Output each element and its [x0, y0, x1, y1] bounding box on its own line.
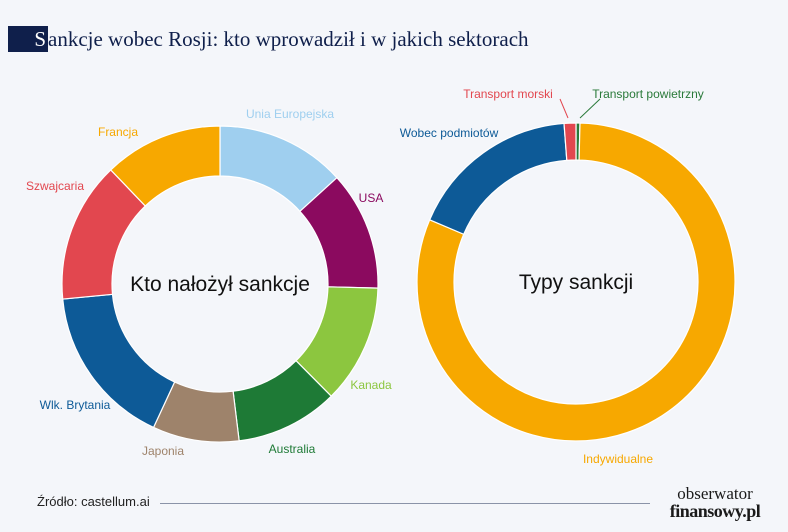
label-australia: Australia	[269, 442, 316, 456]
label-szwajcaria: Szwajcaria	[26, 179, 84, 193]
brand-logo: obserwator finansowy.pl	[655, 484, 775, 526]
label-francja: Francja	[98, 125, 138, 139]
slice-transport-morski	[563, 122, 577, 161]
label-usa: USA	[359, 191, 384, 205]
page-title: ankcje wobec Rosji: kto wprowadził i w j…	[48, 27, 529, 51]
chart-center-title: Kto nałożył sankcje	[130, 273, 310, 296]
label-unia-europejska: Unia Europejska	[246, 107, 334, 121]
footer-divider	[160, 503, 650, 504]
brand-line1: obserwator	[677, 484, 753, 503]
label-kanada: Kanada	[350, 378, 392, 392]
source-note: Źródło: castellum.ai	[37, 494, 150, 509]
label-wobec-podmiotow: Wobec podmiotów	[400, 126, 499, 140]
leader-line-transport-morski	[559, 98, 569, 119]
brand-line2: finansowy.pl	[669, 501, 761, 521]
label-wlk-brytania: Wlk. Brytania	[40, 398, 111, 412]
label-transport-powietrzny: Transport powietrzny	[592, 87, 704, 101]
slice-wobec-podmiotow	[428, 122, 568, 236]
chart-center-title: Typy sankcji	[519, 271, 633, 294]
title-block: S ankcje wobec Rosji: kto wprowadził i w…	[8, 26, 529, 52]
donut-chart-1: Unia Europejska USA Kanada Australia Japonia…	[26, 107, 392, 458]
leader-line-transport-powietrzny	[579, 98, 601, 119]
label-japonia: Japonia	[142, 444, 184, 458]
slice-francja	[109, 125, 221, 207]
title-initial: S	[8, 26, 48, 52]
slice-indywidualne	[416, 122, 736, 442]
label-transport-morski: Transport morski	[463, 87, 553, 101]
label-indywidualne: Indywidualne	[583, 452, 653, 466]
donut-chart-2: Transport powietrzny Indywidualne Wobec po…	[400, 87, 736, 466]
